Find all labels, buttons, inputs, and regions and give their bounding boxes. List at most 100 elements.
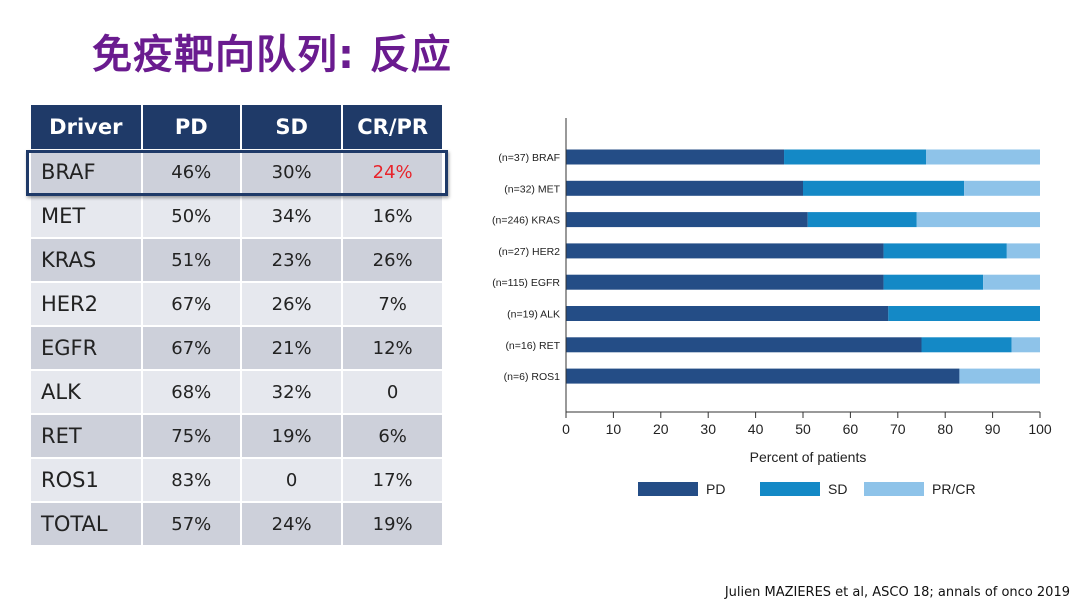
cell-crpr: 7% bbox=[341, 281, 444, 327]
cell-pd: 67% bbox=[140, 281, 242, 327]
response-table: Driver PD SD CR/PR BRAF 46% 30% 24% MET … bbox=[29, 103, 444, 547]
bar-sd bbox=[803, 180, 965, 196]
cell-driver: RET bbox=[29, 413, 143, 459]
bar-pr-cr bbox=[983, 274, 1040, 290]
table-row: MET 50% 34% 16% bbox=[29, 193, 444, 239]
cell-crpr: 19% bbox=[341, 501, 444, 547]
cell-driver: BRAF bbox=[29, 149, 143, 195]
cell-sd: 26% bbox=[239, 281, 344, 327]
legend-label: PD bbox=[706, 481, 725, 497]
legend-swatch-pd bbox=[638, 482, 698, 496]
bar-sd bbox=[784, 149, 927, 165]
header-driver: Driver bbox=[29, 103, 143, 151]
bar-pr-cr bbox=[959, 368, 1040, 384]
x-tick-label: 20 bbox=[653, 421, 669, 437]
header-crpr: CR/PR bbox=[341, 103, 444, 151]
cell-pd: 75% bbox=[140, 413, 242, 459]
slide-title: 免疫靶向队列: 反应 bbox=[92, 32, 452, 78]
cell-crpr: 17% bbox=[341, 457, 444, 503]
cell-driver: ALK bbox=[29, 369, 143, 415]
table-row: ALK 68% 32% 0 bbox=[29, 369, 444, 415]
legend-swatch-sd bbox=[760, 482, 820, 496]
cell-crpr: 0 bbox=[341, 369, 444, 415]
x-tick-label: 60 bbox=[843, 421, 859, 437]
cell-pd: 57% bbox=[140, 501, 242, 547]
cell-driver: TOTAL bbox=[29, 501, 143, 547]
cell-crpr: 6% bbox=[341, 413, 444, 459]
cell-pd: 68% bbox=[140, 369, 242, 415]
table-row: RET 75% 19% 6% bbox=[29, 413, 444, 459]
cell-pd: 46% bbox=[140, 149, 242, 195]
cell-crpr: 16% bbox=[341, 193, 444, 239]
bar-pr-cr bbox=[926, 149, 1040, 165]
cell-crpr: 12% bbox=[341, 325, 444, 371]
x-tick-label: 50 bbox=[795, 421, 811, 437]
bar-sd bbox=[807, 212, 917, 228]
table-row: BRAF 46% 30% 24% bbox=[29, 149, 444, 195]
cell-pd: 51% bbox=[140, 237, 242, 283]
table-row: HER2 67% 26% 7% bbox=[29, 281, 444, 327]
table-row: ROS1 83% 0 17% bbox=[29, 457, 444, 503]
category-label: (n=19) ALK bbox=[507, 309, 560, 321]
cell-sd: 32% bbox=[239, 369, 344, 415]
cell-driver: HER2 bbox=[29, 281, 143, 327]
table-row: EGFR 67% 21% 12% bbox=[29, 325, 444, 371]
cell-sd: 21% bbox=[239, 325, 344, 371]
bar-pr-cr bbox=[964, 180, 1040, 196]
stacked-bar-chart: (n=37) BRAF (n=32) MET (n=246) KRAS (n=27) … bbox=[492, 118, 1052, 497]
x-tick-label: 40 bbox=[748, 421, 764, 437]
cell-sd: 30% bbox=[239, 149, 344, 195]
bar-pd bbox=[566, 337, 922, 353]
bar-sd bbox=[888, 306, 1040, 321]
cell-driver: MET bbox=[29, 193, 143, 239]
x-tick-label: 90 bbox=[985, 421, 1001, 437]
bar-pr-cr bbox=[1011, 337, 1040, 353]
bar-pd bbox=[566, 274, 884, 290]
table-row: KRAS 51% 23% 26% bbox=[29, 237, 444, 283]
table-header-row: Driver PD SD CR/PR bbox=[29, 103, 444, 151]
cell-driver: ROS1 bbox=[29, 457, 143, 503]
x-axis-label: Percent of patients bbox=[750, 449, 867, 465]
cell-sd: 19% bbox=[239, 413, 344, 459]
bar-pr-cr bbox=[916, 212, 1040, 228]
cell-pd: 83% bbox=[140, 457, 242, 503]
citation: Julien MAZIERES et al, ASCO 18; annals o… bbox=[724, 585, 1070, 600]
bar-sd bbox=[883, 274, 984, 290]
cell-pd: 50% bbox=[140, 193, 242, 239]
cell-sd: 34% bbox=[239, 193, 344, 239]
cell-driver: KRAS bbox=[29, 237, 143, 283]
cell-pd: 67% bbox=[140, 325, 242, 371]
header-sd: SD bbox=[239, 103, 344, 151]
cell-sd: 0 bbox=[239, 457, 344, 503]
cell-crpr: 26% bbox=[341, 237, 444, 283]
x-tick-label: 80 bbox=[937, 421, 953, 437]
cell-driver: EGFR bbox=[29, 325, 143, 371]
bar-sd bbox=[883, 243, 1007, 259]
bar-pd bbox=[566, 180, 803, 196]
bar-pd bbox=[566, 368, 960, 384]
category-label: (n=6) ROS1 bbox=[504, 371, 560, 383]
category-label: (n=27) HER2 bbox=[498, 246, 560, 258]
legend-swatch-pr-cr bbox=[864, 482, 924, 496]
category-label: (n=16) RET bbox=[505, 340, 560, 352]
cell-sd: 24% bbox=[239, 501, 344, 547]
legend-label: SD bbox=[828, 481, 847, 497]
header-pd: PD bbox=[140, 103, 242, 151]
bar-pd bbox=[566, 212, 808, 228]
cell-crpr: 24% bbox=[341, 149, 444, 195]
table-row: TOTAL 57% 24% 19% bbox=[29, 501, 444, 547]
legend-label: PR/CR bbox=[932, 481, 976, 497]
bar-pd bbox=[566, 243, 884, 259]
category-label: (n=32) MET bbox=[504, 183, 560, 195]
category-label: (n=37) BRAF bbox=[498, 152, 560, 164]
x-tick-label: 0 bbox=[562, 421, 570, 437]
x-tick-label: 70 bbox=[890, 421, 906, 437]
x-tick-label: 100 bbox=[1028, 421, 1052, 437]
bar-pd bbox=[566, 306, 889, 321]
x-tick-label: 10 bbox=[606, 421, 622, 437]
category-label: (n=115) EGFR bbox=[492, 277, 560, 289]
cell-sd: 23% bbox=[239, 237, 344, 283]
bar-pd bbox=[566, 149, 785, 165]
bar-pr-cr bbox=[1006, 243, 1040, 259]
category-label: (n=246) KRAS bbox=[492, 215, 560, 227]
